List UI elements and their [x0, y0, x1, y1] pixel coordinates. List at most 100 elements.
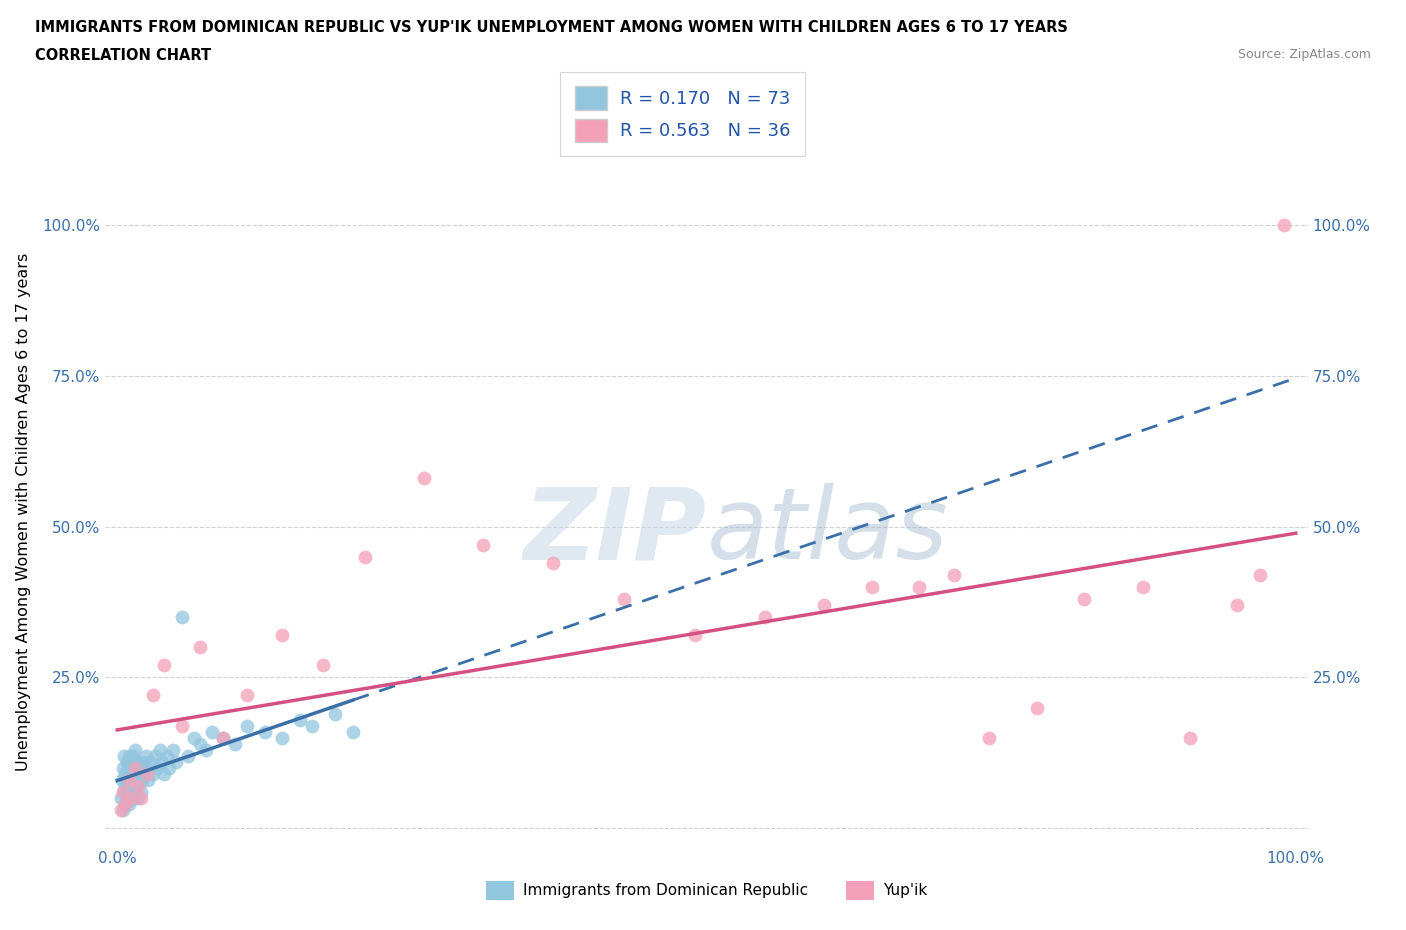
Point [127, 766, 149, 781]
Text: Source: ZipAtlas.com: Source: ZipAtlas.com [1237, 48, 1371, 61]
Point [112, 785, 135, 800]
Point [236, 688, 259, 703]
Point [754, 610, 776, 625]
Point [177, 749, 200, 764]
Point [323, 706, 346, 721]
Point [1178, 730, 1201, 745]
Point [412, 471, 434, 485]
Text: ZIP: ZIP [523, 483, 707, 580]
Point [200, 724, 222, 739]
Point [127, 778, 149, 793]
Point [143, 749, 166, 764]
Point [153, 658, 176, 672]
Point [114, 766, 136, 781]
Legend: Immigrants from Dominican Republic, Yup'ik: Immigrants from Dominican Republic, Yup'… [479, 875, 934, 906]
Point [115, 773, 138, 788]
Point [120, 790, 142, 805]
Point [112, 749, 135, 764]
Point [212, 730, 235, 745]
Point [118, 773, 141, 788]
Point [124, 773, 146, 788]
Point [114, 778, 136, 793]
Point [118, 773, 141, 788]
Point [224, 737, 246, 751]
Point [124, 742, 146, 757]
Point [156, 749, 179, 764]
Point [471, 538, 494, 552]
Point [149, 742, 172, 757]
Point [271, 730, 294, 745]
Point [121, 749, 143, 764]
Point [120, 790, 142, 805]
Point [132, 754, 155, 769]
Point [129, 761, 152, 776]
Point [124, 761, 146, 776]
Point [111, 773, 134, 788]
Point [342, 724, 364, 739]
Point [120, 761, 142, 776]
Point [353, 550, 375, 565]
Point [146, 761, 169, 776]
Point [1226, 598, 1249, 613]
Point [114, 797, 136, 812]
Point [115, 754, 138, 769]
Point [127, 778, 149, 793]
Point [134, 766, 156, 781]
Point [112, 761, 135, 776]
Point [212, 730, 235, 745]
Point [120, 766, 142, 781]
Point [117, 785, 139, 800]
Point [118, 778, 141, 793]
Point [112, 785, 135, 800]
Point [860, 579, 883, 594]
Point [157, 761, 180, 776]
Point [110, 803, 132, 817]
Point [1249, 567, 1271, 582]
Text: CORRELATION CHART: CORRELATION CHART [35, 48, 211, 63]
Point [135, 761, 157, 776]
Point [131, 773, 153, 788]
Point [120, 754, 142, 769]
Point [139, 754, 162, 769]
Point [124, 790, 146, 805]
Point [120, 773, 142, 788]
Point [170, 610, 193, 625]
Point [117, 761, 139, 776]
Point [135, 749, 157, 764]
Point [188, 737, 211, 751]
Point [188, 640, 211, 655]
Point [1272, 218, 1295, 232]
Text: atlas: atlas [707, 483, 948, 580]
Point [1025, 700, 1047, 715]
Point [128, 773, 150, 788]
Text: IMMIGRANTS FROM DOMINICAN REPUBLIC VS YUP'IK UNEMPLOYMENT AMONG WOMEN WITH CHILD: IMMIGRANTS FROM DOMINICAN REPUBLIC VS YU… [35, 20, 1069, 35]
Point [165, 754, 187, 769]
Point [150, 754, 173, 769]
Point [142, 766, 165, 781]
Point [613, 591, 636, 606]
Point [943, 567, 966, 582]
Point [122, 754, 145, 769]
Point [1132, 579, 1154, 594]
Point [907, 579, 929, 594]
Point [979, 730, 1001, 745]
Point [125, 785, 148, 800]
Point [1073, 591, 1095, 606]
Y-axis label: Unemployment Among Women with Children Ages 6 to 17 years: Unemployment Among Women with Children A… [17, 252, 31, 771]
Point [129, 790, 152, 805]
Point [122, 766, 145, 781]
Point [125, 761, 148, 776]
Point [253, 724, 276, 739]
Point [312, 658, 335, 672]
Point [683, 628, 706, 643]
Point [288, 712, 311, 727]
Point [135, 766, 157, 781]
Point [543, 555, 565, 570]
Point [127, 754, 149, 769]
Point [170, 718, 193, 733]
Point [301, 718, 323, 733]
Point [183, 730, 205, 745]
Point [142, 688, 165, 703]
Point [136, 773, 159, 788]
Point [129, 785, 152, 800]
